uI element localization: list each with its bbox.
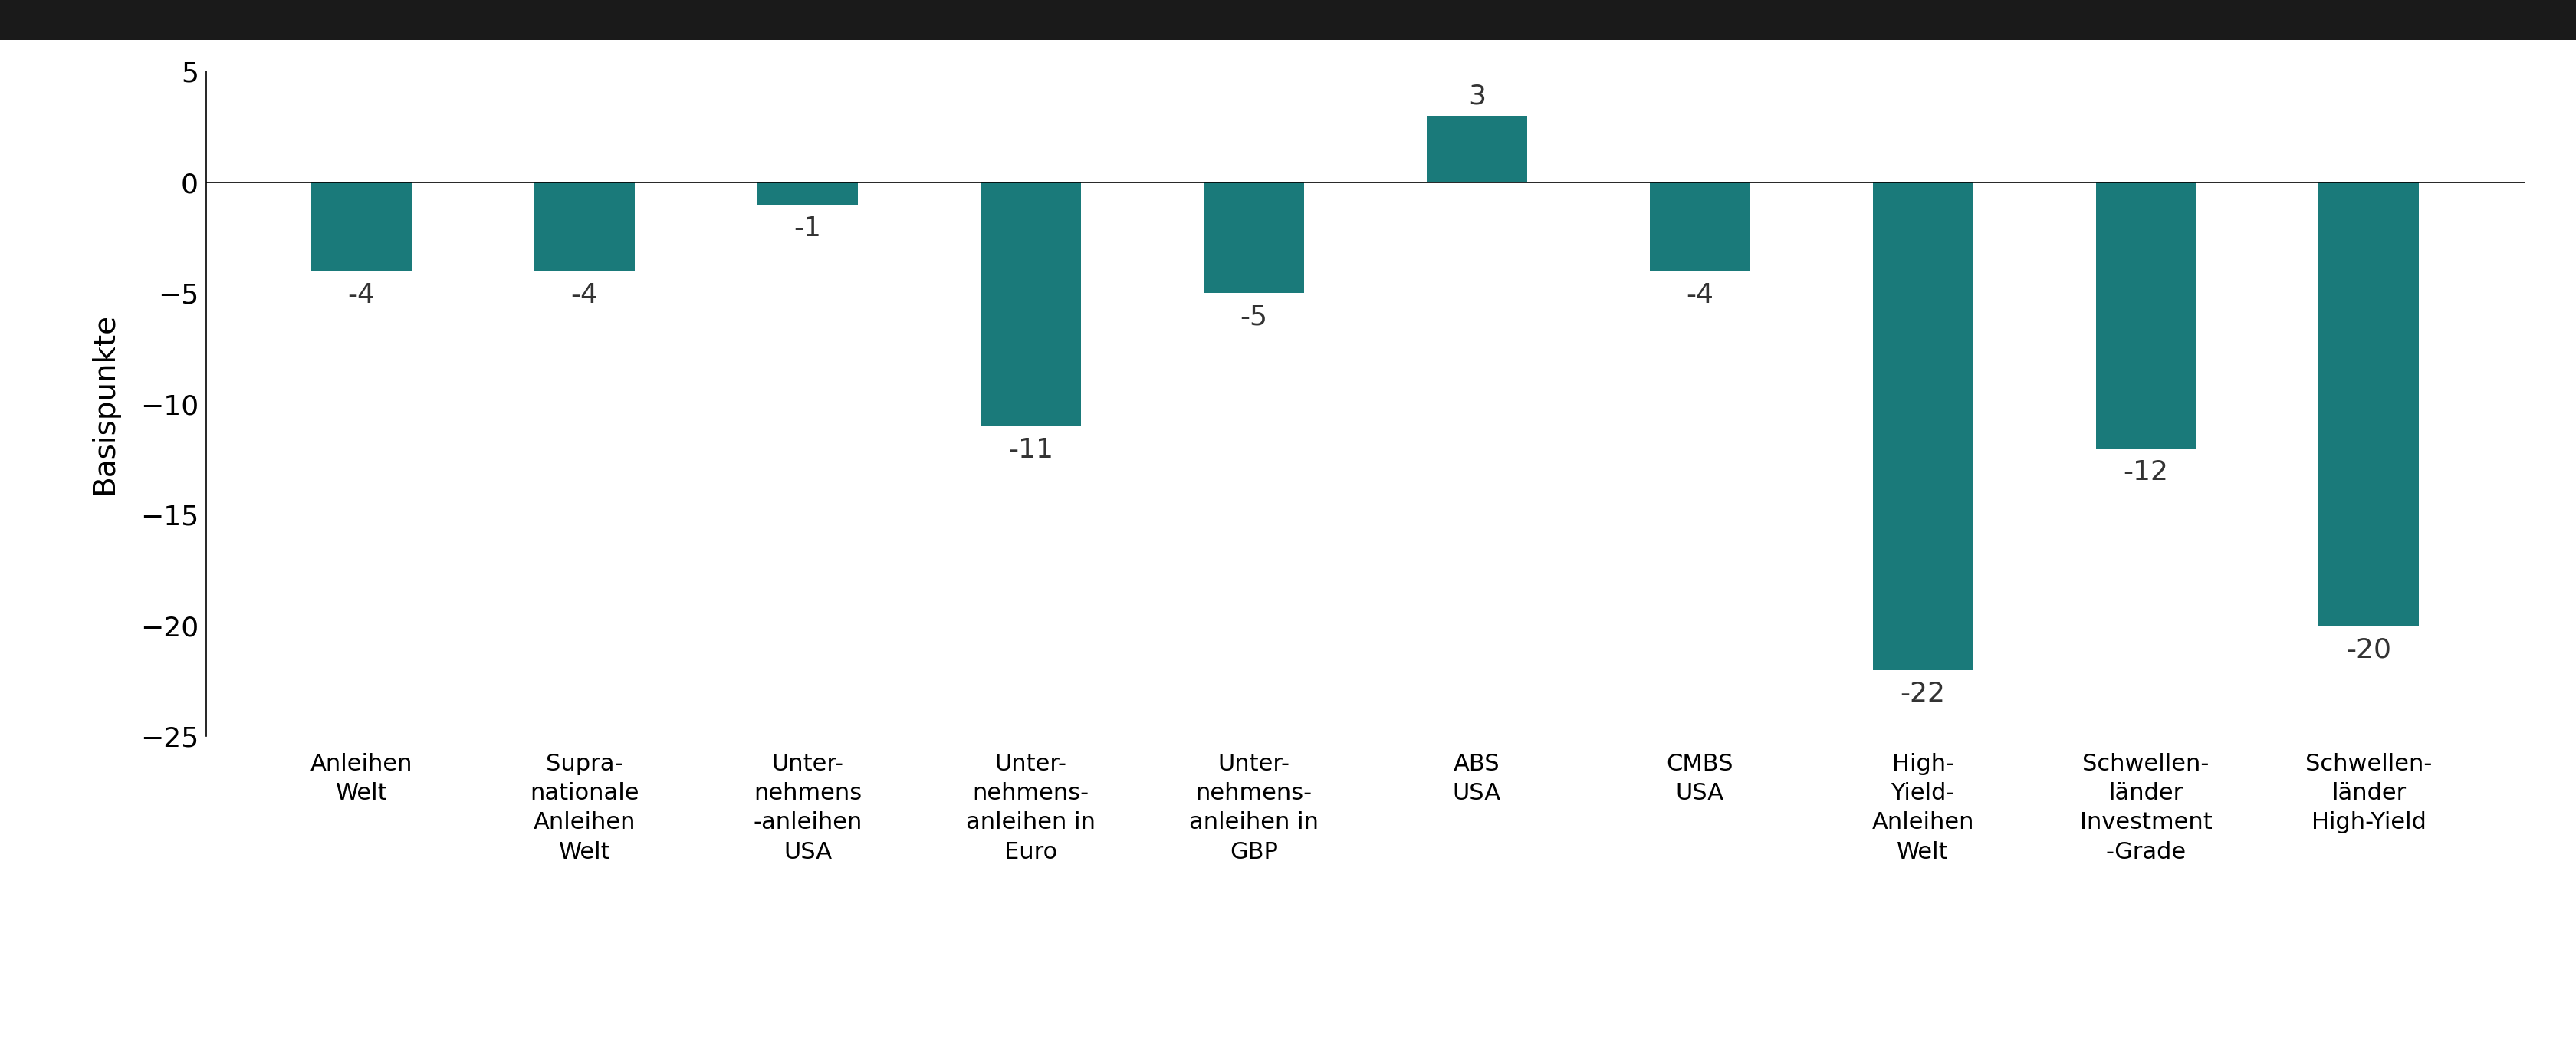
Text: 3: 3 <box>1468 83 1486 109</box>
Y-axis label: Basispunkte: Basispunkte <box>90 313 118 494</box>
Text: -1: -1 <box>793 216 822 242</box>
Text: -4: -4 <box>572 282 598 308</box>
Bar <box>533 182 634 271</box>
Text: -12: -12 <box>2123 460 2169 485</box>
Text: -5: -5 <box>1239 304 1267 330</box>
Bar <box>1427 116 1528 182</box>
Bar <box>981 182 1082 426</box>
Bar <box>312 182 412 271</box>
Text: -4: -4 <box>1687 282 1713 308</box>
Bar <box>2097 182 2197 448</box>
Text: -20: -20 <box>2347 636 2391 663</box>
Text: -4: -4 <box>348 282 376 308</box>
Text: -11: -11 <box>1007 438 1054 463</box>
Bar <box>1649 182 1749 271</box>
Bar <box>2318 182 2419 626</box>
Bar <box>1873 182 1973 670</box>
Bar <box>757 182 858 204</box>
Bar <box>1203 182 1303 294</box>
Text: -22: -22 <box>1901 681 1945 707</box>
